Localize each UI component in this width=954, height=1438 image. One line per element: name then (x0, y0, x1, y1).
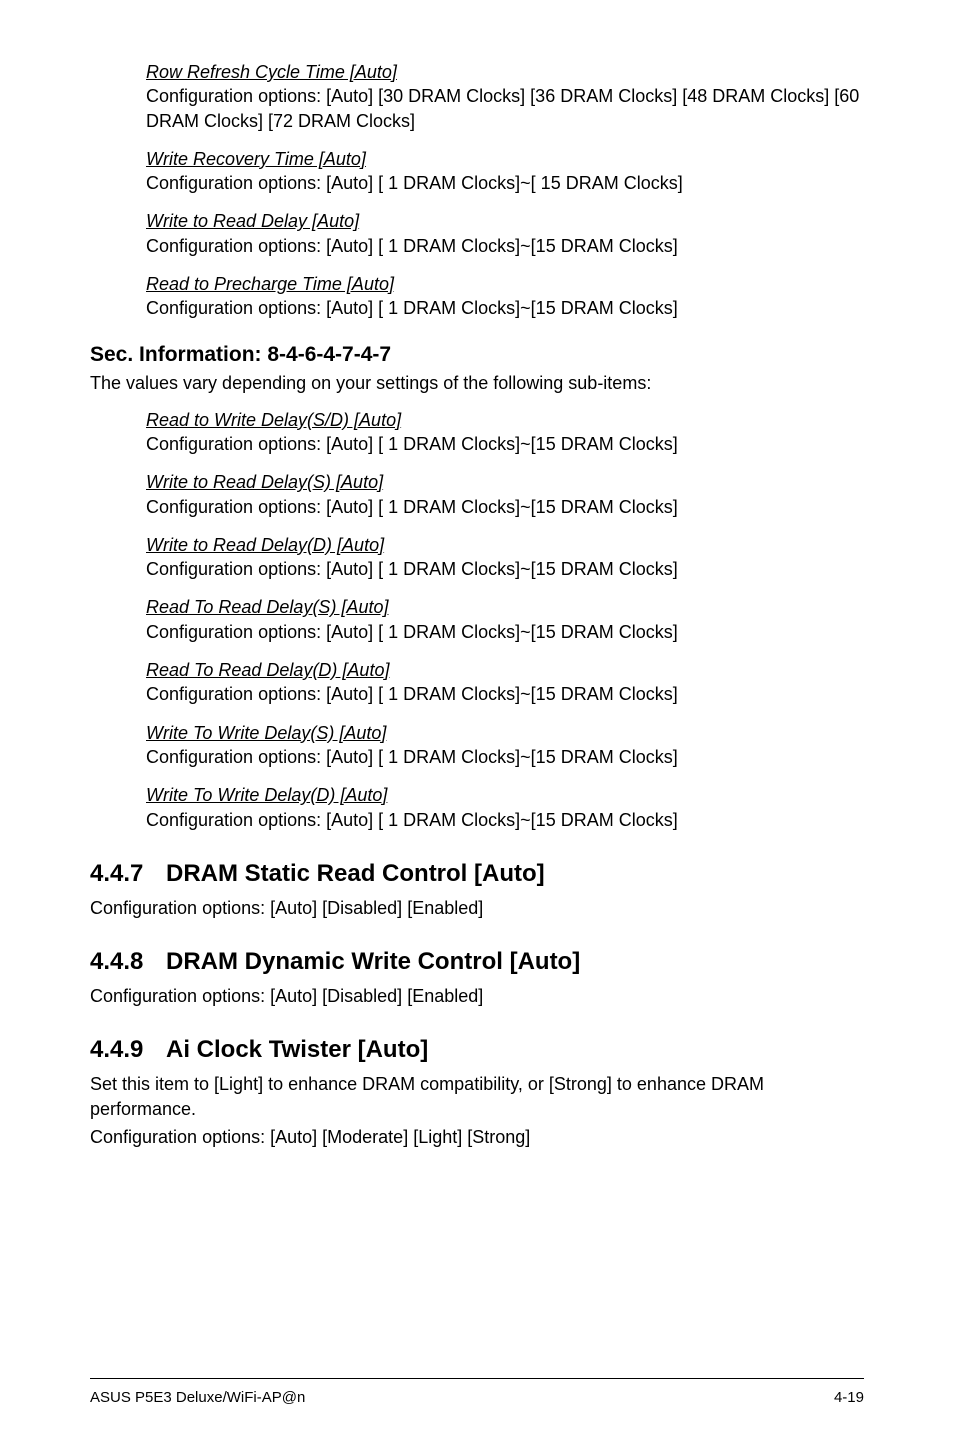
setting-block: Write Recovery Time [Auto] Configuration… (146, 147, 864, 196)
section-body: Configuration options: [Auto] [Disabled]… (90, 984, 864, 1008)
config-text: Configuration options: [Auto] [ 1 DRAM C… (146, 432, 864, 456)
config-text: Configuration options: [Auto] [ 1 DRAM C… (146, 682, 864, 706)
setting-title: Read To Read Delay(D) [Auto] (146, 658, 864, 682)
section-heading: 4.4.9 Ai Clock Twister [Auto] (90, 1036, 864, 1064)
config-text: Configuration options: [Auto] [ 1 DRAM C… (146, 745, 864, 769)
config-text: Configuration options: [Auto] [ 1 DRAM C… (146, 808, 864, 832)
setting-block: Read to Write Delay(S/D) [Auto] Configur… (146, 408, 864, 457)
setting-title: Write To Write Delay(D) [Auto] (146, 783, 864, 807)
section-heading: 4.4.7 DRAM Static Read Control [Auto] (90, 860, 864, 888)
footer-right: 4-19 (834, 1389, 864, 1406)
config-text: Configuration options: [Auto] [ 1 DRAM C… (146, 620, 864, 644)
setting-block: Row Refresh Cycle Time [Auto] Configurat… (146, 60, 864, 133)
footer-left: ASUS P5E3 Deluxe/WiFi-AP@n (90, 1389, 305, 1406)
config-text: Configuration options: [Auto] [ 1 DRAM C… (146, 234, 864, 258)
sec-info-sub: The values vary depending on your settin… (90, 373, 864, 394)
sec-info-heading: Sec. Information: 8-4-6-4-7-4-7 (90, 343, 864, 367)
setting-block: Write to Read Delay(D) [Auto] Configurat… (146, 533, 864, 582)
section-body: Set this item to [Light] to enhance DRAM… (90, 1072, 864, 1121)
config-text: Configuration options: [Auto] [ 1 DRAM C… (146, 557, 864, 581)
config-text: Configuration options: [Auto] [ 1 DRAM C… (146, 296, 864, 320)
setting-block: Write To Write Delay(S) [Auto] Configura… (146, 721, 864, 770)
setting-title: Row Refresh Cycle Time [Auto] (146, 60, 864, 84)
setting-title: Read to Write Delay(S/D) [Auto] (146, 408, 864, 432)
setting-block: Read To Read Delay(D) [Auto] Configurati… (146, 658, 864, 707)
setting-title: Write Recovery Time [Auto] (146, 147, 864, 171)
setting-block: Read To Read Delay(S) [Auto] Configurati… (146, 595, 864, 644)
section-title: Ai Clock Twister [Auto] (166, 1036, 428, 1064)
section-body: Configuration options: [Auto] [Disabled]… (90, 896, 864, 920)
section-number: 4.4.8 (90, 948, 166, 976)
setting-title: Write to Read Delay(D) [Auto] (146, 533, 864, 557)
setting-title: Write To Write Delay(S) [Auto] (146, 721, 864, 745)
setting-block: Write to Read Delay(S) [Auto] Configurat… (146, 470, 864, 519)
setting-block: Write to Read Delay [Auto] Configuration… (146, 209, 864, 258)
config-text: Configuration options: [Auto] [ 1 DRAM C… (146, 495, 864, 519)
setting-title: Read To Read Delay(S) [Auto] (146, 595, 864, 619)
setting-title: Write to Read Delay [Auto] (146, 209, 864, 233)
page-footer: ASUS P5E3 Deluxe/WiFi-AP@n 4-19 (90, 1378, 864, 1406)
config-text: Configuration options: [Auto] [ 1 DRAM C… (146, 171, 864, 195)
section-body: Configuration options: [Auto] [Moderate]… (90, 1125, 864, 1149)
setting-block: Read to Precharge Time [Auto] Configurat… (146, 272, 864, 321)
section-number: 4.4.7 (90, 860, 166, 888)
setting-title: Write to Read Delay(S) [Auto] (146, 470, 864, 494)
page: Row Refresh Cycle Time [Auto] Configurat… (0, 0, 954, 1438)
section-heading: 4.4.8 DRAM Dynamic Write Control [Auto] (90, 948, 864, 976)
section-title: DRAM Static Read Control [Auto] (166, 860, 545, 888)
setting-block: Write To Write Delay(D) [Auto] Configura… (146, 783, 864, 832)
config-text: Configuration options: [Auto] [30 DRAM C… (146, 84, 864, 133)
section-number: 4.4.9 (90, 1036, 166, 1064)
setting-title: Read to Precharge Time [Auto] (146, 272, 864, 296)
section-title: DRAM Dynamic Write Control [Auto] (166, 948, 580, 976)
